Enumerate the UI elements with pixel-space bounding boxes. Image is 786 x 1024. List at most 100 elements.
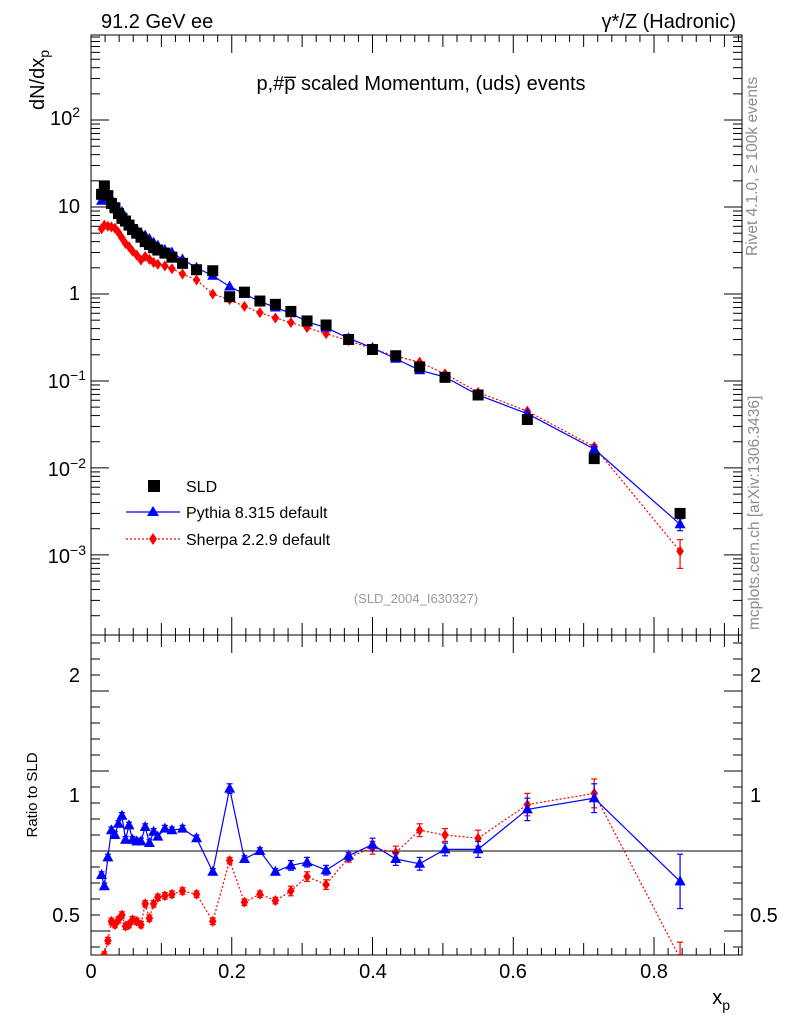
main-point-sherpa [141,250,149,262]
ratio-point-pythia [116,809,128,820]
ratio-ytick-label-left-1: 1 [69,785,80,807]
ratio-point-sherpa [132,915,141,927]
ratio-series-layer [96,778,686,955]
legend: SLD Pythia 8.315 default Sherpa 2.2.9 de… [126,479,331,549]
main-point-pythia [224,280,236,291]
ratio-point-pythia [176,822,188,833]
main-point-sherpa [145,253,154,265]
ratio-point-pythia [414,857,426,868]
main-point-sld [521,414,533,426]
ratio-point-pythia [102,851,114,862]
header-right: γ*/Z (Hadronic) [602,11,736,33]
ratio-point-pythia [343,849,355,860]
ratio-point-pythia [285,859,297,870]
ratio-point-sherpa [145,912,154,924]
ytick-label-1e-3: 10−3 [48,542,86,568]
main-point-sld [343,333,355,345]
ratio-point-pythia [588,792,600,803]
main-point-sld [588,453,600,465]
legend-label-pythia: Pythia 8.315 default [186,505,328,522]
xtick-label-0.4: 0.4 [359,961,387,983]
main-point-sld [191,264,203,276]
main-point-sherpa [149,257,158,269]
main-point-pythia [588,443,600,454]
main-point-pythia [674,518,686,529]
ratio-point-sherpa [441,829,449,841]
ratio-point-pythia [191,832,203,843]
main-series-layer [96,180,686,569]
main-point-sld [152,244,164,256]
ratio-point-pythia [472,843,484,854]
main-point-sherpa [240,300,249,312]
main-point-sherpa [128,245,137,257]
main-point-sherpa [154,258,162,270]
main-point-sherpa [271,312,280,324]
ratio-point-sherpa [154,891,162,903]
xtick-label-0: 0 [85,961,96,983]
legend-marker-pythia [147,506,159,516]
xtick-label-0.6: 0.6 [499,961,527,983]
ratio-point-pythia [96,869,108,879]
ytick-label-1: 1 [69,283,80,305]
ratio-point-pythia [98,880,110,891]
ratio-point-pythia [143,837,155,847]
ratio-point-sherpa [256,888,264,900]
main-point-sld [674,507,686,519]
ratio-point-sherpa [678,952,682,955]
ratio-point-pythia [159,822,171,833]
ratio-point-pythia [166,824,178,835]
ratio-point-pythia [674,875,686,886]
ytick-label-1e-1: 10−1 [48,367,86,393]
xtick-label-0.2: 0.2 [218,961,246,983]
ratio-point-sherpa [303,871,311,883]
main-point-sherpa [287,317,295,329]
main-point-sld [301,315,313,327]
ratio-point-sherpa [104,935,112,947]
main-point-sld [367,344,379,356]
main-point-sherpa [132,249,141,261]
main-point-sld [207,265,219,277]
header-left: 91.2 GeV ee [101,11,213,33]
ratio-point-pythia [320,864,332,875]
ratio-point-pythia [152,830,164,841]
ratio-point-sherpa [118,909,126,921]
main-point-sld [414,361,426,373]
ratio-point-sherpa [415,824,424,836]
main-axis-ticks [90,35,742,635]
ratio-ytick-label-right-1: 1 [750,785,761,807]
main-line-sherpa [101,224,681,552]
ratio-line-sherpa [103,792,680,955]
main-point-sld [224,291,236,303]
ratio-frame [90,634,743,956]
analysis-watermark: (SLD_2004_I630327) [354,591,478,606]
ratio-line-pythia [100,788,681,887]
ratio-point-sherpa [322,879,330,891]
ratio-point-sherpa [271,895,280,907]
ratio-point-pythia [521,803,533,814]
ratio-axis-ticks [90,635,742,955]
x-axis-label: xp [712,987,730,1013]
main-point-sld [254,295,266,307]
legend-marker-sld [148,480,160,492]
main-point-sld [390,350,402,362]
main-point-sld [96,188,108,200]
ratio-point-pythia [207,865,219,876]
rivet-version-label: Rivet 4.1.0, ≥ 100k events [744,76,761,256]
ratio-point-sherpa [141,898,149,910]
ratio-point-sherpa [161,890,169,902]
main-point-sld [439,371,451,383]
ratio-point-sherpa [287,885,295,897]
ratio-point-pythia [123,819,135,830]
ratio-point-pythia [254,845,266,855]
ratio-point-pythia [301,856,313,867]
mcplots-label: mcplots.cern.ch [arXiv:1306.3436] [746,395,763,630]
ratio-point-sherpa [208,915,217,927]
ratio-point-sherpa [192,888,201,900]
ratio-point-pythia [224,782,236,793]
ratio-ytick-label-left-0.5: 0.5 [52,905,80,927]
main-point-sherpa [137,254,145,266]
main-point-sld [269,298,281,310]
main-point-sherpa [208,288,217,300]
main-point-sld [109,202,121,214]
